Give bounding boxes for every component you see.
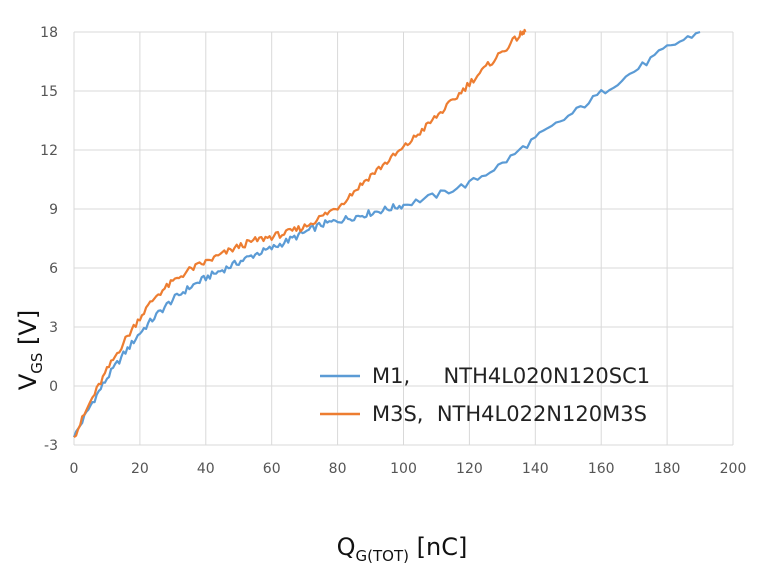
x-tick-label-6: 120 — [456, 461, 483, 477]
grid-lines — [73, 31, 734, 446]
x-tick-label-2: 40 — [197, 461, 215, 477]
x-tick-label-7: 140 — [522, 461, 549, 477]
x-axis-title: QG(TOT) [nC] — [337, 533, 468, 565]
x-axis-title-unit: [nC] — [409, 533, 467, 561]
y-tick-label-5: 12 — [40, 143, 58, 159]
y-tick-labels: -3 0 3 6 9 12 15 18 — [40, 25, 58, 454]
x-tick-label-1: 20 — [131, 461, 149, 477]
series-line-1 — [73, 28, 527, 438]
y-tick-label-1: 0 — [49, 379, 58, 395]
y-tick-label-7: 18 — [40, 25, 58, 41]
y-tick-label-0: -3 — [44, 438, 58, 454]
series-line-0 — [72, 30, 701, 438]
x-tick-label-9: 180 — [654, 461, 681, 477]
x-tick-label-10: 200 — [720, 461, 747, 477]
x-tick-labels: 0 20 40 60 80 100 120 140 160 180 200 — [70, 461, 747, 477]
legend-label-1: M3S, NTH4L022N120M3S — [372, 402, 647, 426]
x-tick-label-5: 100 — [390, 461, 417, 477]
x-tick-label-4: 80 — [329, 461, 347, 477]
y-axis-title-main: V — [14, 373, 42, 390]
y-tick-label-6: 15 — [40, 84, 58, 100]
x-tick-label-3: 60 — [263, 461, 281, 477]
y-axis-title-unit: [V] — [14, 310, 42, 353]
x-tick-label-0: 0 — [70, 461, 79, 477]
legend-label-0: M1, NTH4L020N120SC1 — [372, 364, 650, 388]
y-tick-label-4: 9 — [49, 202, 58, 218]
x-tick-label-8: 160 — [588, 461, 615, 477]
x-axis-title-sub: G(TOT) — [356, 547, 409, 565]
legend: M1, NTH4L020N120SC1 M3S, NTH4L022N120M3S — [320, 364, 650, 426]
series-lines — [72, 28, 701, 438]
y-axis-title: VGS [V] — [14, 310, 46, 390]
y-tick-label-2: 3 — [49, 320, 58, 336]
y-axis-title-sub: GS — [28, 353, 46, 374]
x-axis-title-main: Q — [337, 533, 356, 561]
y-tick-label-3: 6 — [49, 261, 58, 277]
